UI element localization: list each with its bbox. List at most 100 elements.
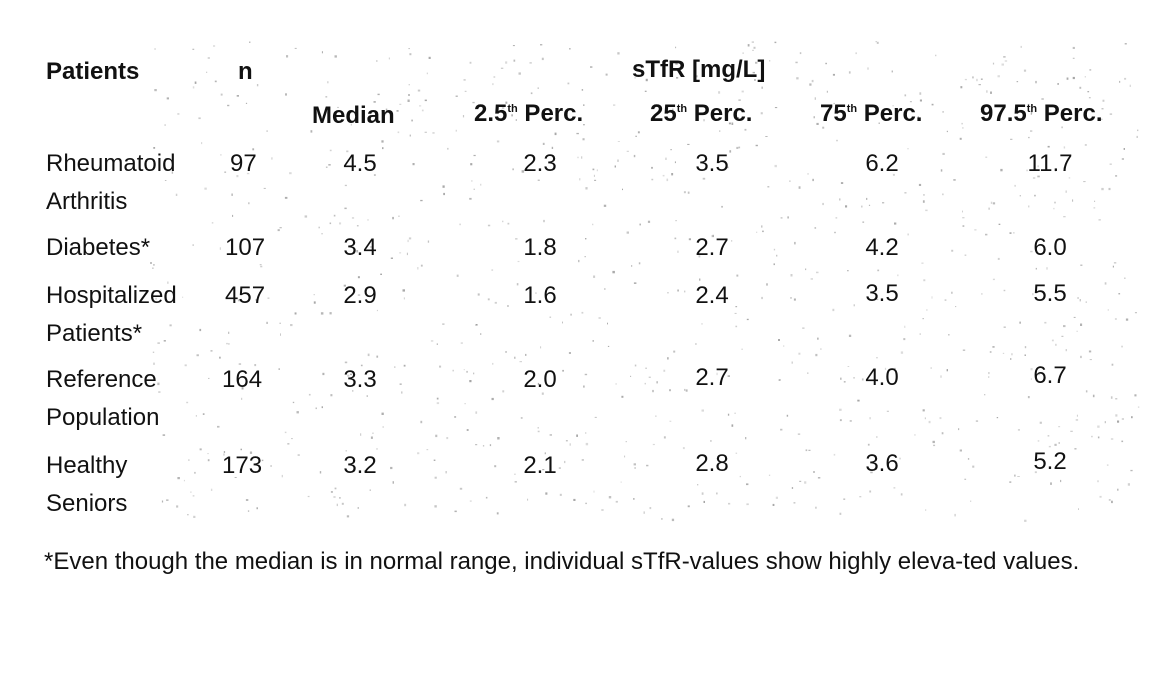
speckle <box>199 329 201 331</box>
speckle <box>325 96 327 98</box>
speckle <box>467 371 468 373</box>
speckle <box>367 395 368 396</box>
speckle <box>409 53 411 55</box>
speckle <box>877 270 879 272</box>
speckle <box>1014 475 1016 477</box>
speckle <box>446 437 448 439</box>
speckle <box>634 463 636 465</box>
speckle <box>456 130 457 132</box>
speckle <box>425 132 427 133</box>
cell-p2-5: 1.8 <box>480 236 600 260</box>
speckle <box>473 373 474 375</box>
speckle <box>582 89 583 91</box>
speckle <box>368 354 370 357</box>
speckle <box>876 357 878 358</box>
speckle <box>339 497 341 498</box>
speckle <box>1010 358 1011 360</box>
speckle <box>661 518 662 520</box>
col-header-n: n <box>238 60 253 84</box>
speckle <box>1087 91 1089 92</box>
speckle <box>1077 415 1078 417</box>
speckle <box>648 221 650 223</box>
speckle <box>1010 139 1012 140</box>
speckle <box>437 402 439 404</box>
speckle <box>1094 207 1096 209</box>
speckle <box>176 194 178 196</box>
speckle <box>839 198 840 200</box>
speckle <box>850 420 852 422</box>
speckle <box>1100 496 1102 498</box>
speckle <box>389 58 390 60</box>
speckle <box>963 350 965 351</box>
speckle <box>1044 322 1046 324</box>
speckle <box>221 94 223 96</box>
speckle <box>792 487 793 489</box>
speckle <box>627 151 629 152</box>
speckle <box>633 498 634 500</box>
speckle <box>1054 444 1056 446</box>
speckle <box>434 460 436 461</box>
speckle <box>586 443 588 445</box>
speckle <box>593 340 594 342</box>
speckle <box>585 432 586 434</box>
speckle <box>923 200 925 203</box>
speckle <box>976 420 978 422</box>
speckle <box>376 356 378 358</box>
speckle <box>177 113 179 115</box>
speckle <box>897 275 898 277</box>
speckle <box>1128 483 1130 486</box>
speckle <box>736 275 738 277</box>
speckle <box>1099 219 1101 221</box>
speckle <box>1113 266 1114 268</box>
speckle <box>845 205 847 207</box>
speckle <box>1089 351 1091 353</box>
speckle <box>736 147 738 149</box>
speckle <box>404 504 406 506</box>
speckle <box>290 324 292 326</box>
speckle <box>562 322 563 324</box>
speckle <box>721 206 723 208</box>
speckle <box>333 496 335 498</box>
speckle <box>1004 327 1006 328</box>
speckle <box>422 110 424 112</box>
speckle <box>809 83 811 85</box>
speckle <box>807 173 808 174</box>
speckle <box>742 52 744 54</box>
speckle <box>435 435 437 437</box>
speckle <box>1105 421 1106 423</box>
speckle <box>834 232 836 233</box>
speckle <box>965 255 967 256</box>
speckle <box>734 413 735 414</box>
speckle <box>467 429 469 431</box>
speckle <box>615 166 616 168</box>
speckle <box>469 198 471 200</box>
speckle <box>443 193 445 195</box>
speckle <box>295 312 297 314</box>
speckle <box>992 346 994 348</box>
speckle <box>1028 396 1030 398</box>
speckle <box>1013 232 1014 233</box>
speckle <box>990 351 992 352</box>
speckle <box>869 205 870 206</box>
speckle <box>606 74 608 76</box>
speckle <box>568 83 570 85</box>
speckle <box>745 129 747 131</box>
speckle <box>153 264 155 265</box>
speckle <box>735 313 737 314</box>
speckle <box>157 342 160 343</box>
speckle <box>163 434 166 436</box>
speckle <box>475 411 477 413</box>
speckle <box>954 514 955 517</box>
speckle <box>1017 476 1020 477</box>
cell-p2-5: 1.6 <box>480 284 600 308</box>
speckle <box>817 338 819 340</box>
perc-label: Perc. <box>1037 100 1102 127</box>
speckle <box>569 48 571 49</box>
speckle <box>742 349 743 350</box>
speckle <box>822 127 824 129</box>
speckle <box>1121 441 1123 443</box>
speckle <box>469 380 471 382</box>
speckle <box>923 279 925 281</box>
cell-p97-5: 6.7 <box>990 364 1110 388</box>
speckle <box>474 155 476 156</box>
